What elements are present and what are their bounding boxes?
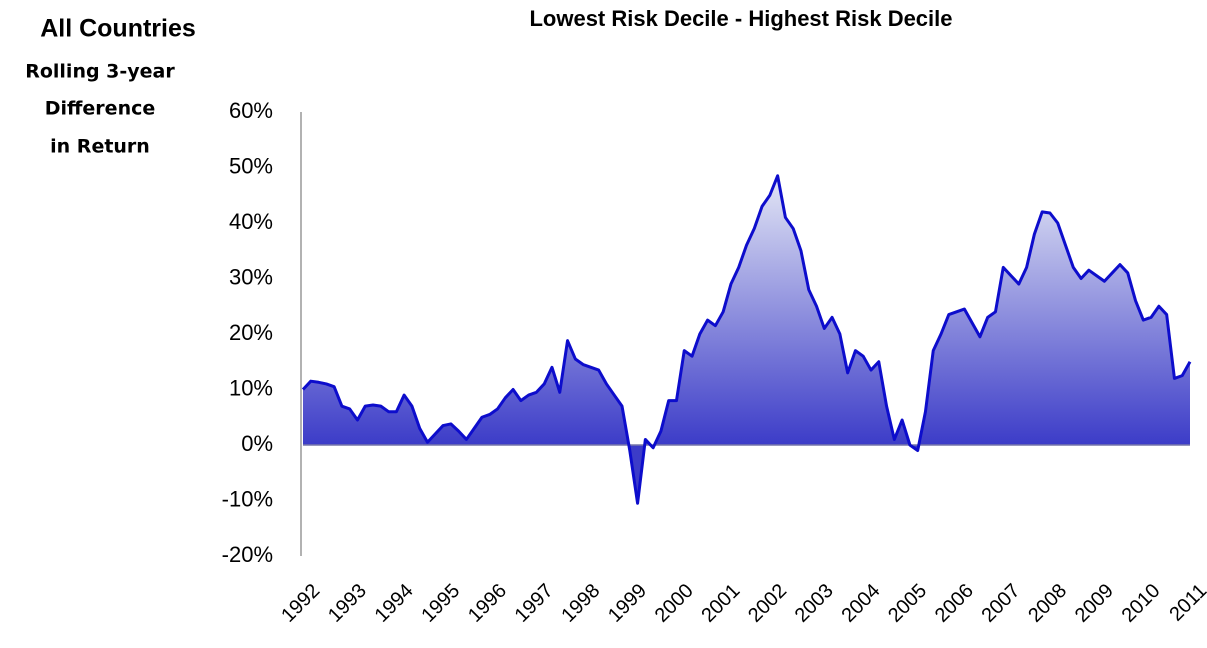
heading: All Countries: [40, 15, 196, 43]
y-tick-label: -20%: [222, 542, 273, 567]
y-tick-label: -10%: [222, 486, 273, 511]
x-tick-label: 1994: [371, 580, 418, 627]
y-tick-label: 0%: [241, 431, 273, 456]
y-tick-label: 30%: [229, 264, 273, 289]
x-tick-label: 2003: [791, 580, 838, 627]
x-tick-label: 2010: [1118, 580, 1165, 627]
x-tick-label: 2004: [837, 580, 884, 627]
chart-title: Lowest Risk Decile - Highest Risk Decile: [529, 6, 952, 31]
x-tick-label: 1999: [604, 580, 651, 627]
y-tick-label: 60%: [229, 98, 273, 123]
x-tick-label: 2008: [1024, 580, 1071, 627]
x-tick-label: 1992: [277, 580, 324, 627]
y-label: Difference: [45, 98, 156, 120]
line: [301, 174, 1192, 505]
x-tick-label: 2002: [744, 580, 791, 627]
x-tick-label: 1997: [511, 580, 558, 627]
y-tick-label: 40%: [229, 209, 273, 234]
y-tick-label: 50%: [229, 153, 273, 178]
x-tick-label: 2011: [1165, 580, 1207, 626]
y-label: in Return: [50, 136, 150, 158]
y-tick-label: 10%: [229, 375, 273, 400]
area: [303, 175, 1190, 504]
x-tick-label: 2001: [697, 580, 744, 627]
x-tick-label: 2006: [931, 580, 978, 627]
x-tick-label: 2009: [1071, 580, 1118, 627]
x-tick-label: 1993: [324, 580, 371, 627]
y-label: Rolling 3-year: [25, 61, 175, 83]
x-tick-label: 1998: [557, 580, 604, 627]
x-tick-label: 2005: [884, 580, 931, 627]
x-tick-label: 1996: [464, 580, 511, 627]
x-tick-label: 2007: [978, 580, 1025, 627]
x-tick-label: 1995: [417, 580, 464, 627]
y-tick-label: 20%: [229, 320, 273, 345]
x-tick-label: 2000: [651, 580, 698, 627]
